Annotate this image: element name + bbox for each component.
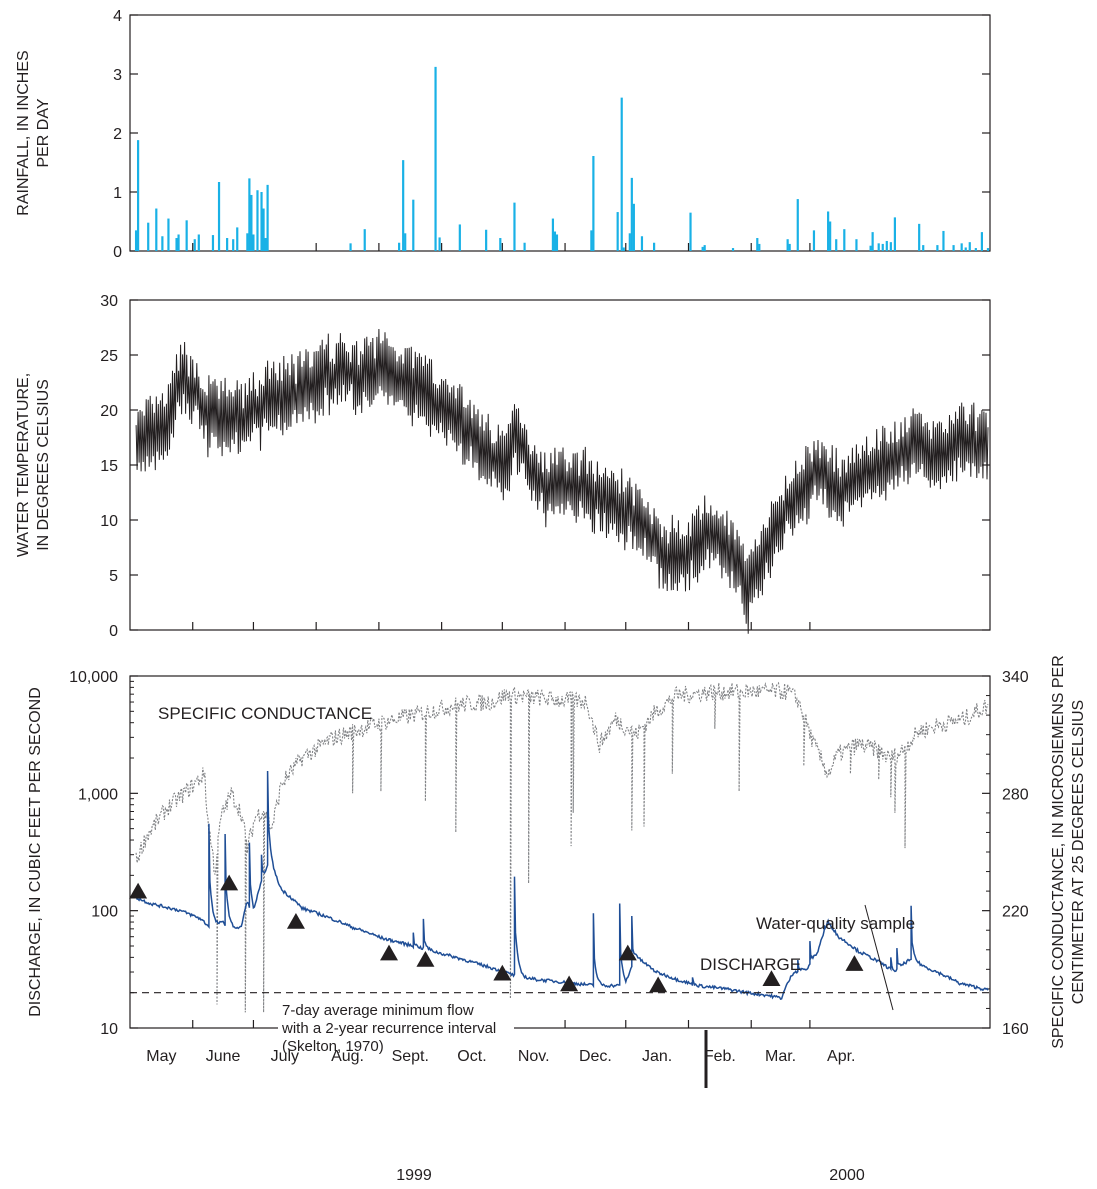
y-tick-label: 100 [91,904,118,921]
y-tick-label: 25 [100,348,118,365]
y-tick-label: 2 [113,126,122,143]
y-tick-label: 10 [100,513,118,530]
rainfall-bars [134,66,990,251]
water-quality-sample-leader [864,904,894,1011]
year-label-1999: 1999 [396,1167,432,1184]
water-quality-sample-marker [220,874,239,891]
reference-line-label-line3: (Skelton, 1970) [282,1038,384,1055]
water-quality-sample-marker [845,955,864,971]
conductance-y-axis: 160 220 280 340 [982,669,1029,1038]
year-label-2000: 2000 [829,1167,865,1184]
rainfall-y-label-line2: PER DAY [35,98,52,167]
y-tick-label: 340 [1002,669,1029,686]
y-tick-label: 0 [113,244,122,261]
water-quality-sample-marker [560,975,579,992]
month-labels: May June July Aug. Sept. Oct. Nov. Dec. Jan. Feb.… [146,1048,855,1065]
y-tick-label: 20 [100,403,118,420]
discharge-plot-frame [129,675,991,1029]
month-label: Nov. [518,1048,550,1065]
temperature-y-label-line1: WATER TEMPERATURE, [15,373,32,557]
water-quality-sample-marker [649,976,668,993]
water-quality-sample-marker [380,944,399,961]
y-tick-label: 1,000 [78,786,118,803]
y-tick-label: 3 [113,67,122,84]
water-quality-sample-marker [618,944,637,961]
y-tick-label: 1 [113,185,122,202]
discharge-panel: 10 100 1,000 10,000 160 220 280 340 SPECIFIC C… [27,655,1087,1184]
water-quality-sample-marker [762,970,781,987]
water-quality-sample-marker [493,964,512,981]
month-label: Oct. [457,1048,486,1065]
reference-line-label: 7-day average minimum flow with a 2-year… [278,998,514,1070]
month-label: Mar. [765,1048,796,1065]
month-label: Aug. [331,1048,364,1065]
y-tick-label: 280 [1002,786,1029,803]
month-label: Sept. [392,1048,429,1065]
conductance-y-label-line1: SPECIFIC CONDUCTANCE, IN MICROSIEMENS PE… [1050,655,1067,1049]
y-tick-label: 10,000 [69,669,118,686]
y-tick-label: 5 [109,568,118,585]
y-tick-label: 160 [1002,1021,1029,1038]
water-quality-sample-annotation: Water-quality sample [756,914,915,933]
water-quality-sample-marker [286,913,305,929]
rainfall-plot-frame [129,14,991,252]
month-label: July [271,1048,299,1065]
discharge-annotation: DISCHARGE [700,955,801,974]
discharge-y-label: DISCHARGE, IN CUBIC FEET PER SECOND [27,687,44,1017]
reference-line-label-line1: 7-day average minimum flow [282,1002,474,1019]
temperature-y-axis: 0 5 10 15 20 25 30 [100,293,990,640]
y-tick-label: 10 [100,1021,118,1038]
discharge-y-axis: 10 100 1,000 10,000 [69,669,138,1038]
y-tick-label: 0 [109,623,118,640]
rainfall-panel: 0 1 2 3 4 RAINFALL, IN INCHES PER DAY [15,8,991,261]
rainfall-y-label-line1: RAINFALL, IN INCHES [15,50,32,215]
month-label: June [206,1048,241,1065]
y-tick-label: 220 [1002,904,1029,921]
y-tick-label: 30 [100,293,118,310]
temperature-panel: 0 5 10 15 20 25 30 WATER TEMPERATURE, IN DEGRE… [15,293,991,640]
month-label: May [146,1048,176,1065]
discharge-series-line [135,770,989,1000]
month-label: Jan. [642,1048,672,1065]
reference-line-label-line2: with a 2-year recurrence interval [281,1020,496,1037]
specific-conductance-series-line [135,681,989,1017]
month-label: Feb. [704,1048,736,1065]
y-tick-label: 15 [100,458,118,475]
water-quality-sample-marker [416,950,435,967]
y-tick-label: 4 [113,8,122,25]
temperature-series-line [135,328,989,634]
water-quality-sample-marker [129,882,148,899]
temperature-x-ticks [192,622,811,630]
rainfall-y-axis: 0 1 2 3 4 [113,8,990,261]
month-label: Dec. [579,1048,612,1065]
conductance-y-label-line2: CENTIMETER AT 25 DEGREES CELSIUS [1070,700,1087,1004]
specific-conductance-annotation: SPECIFIC CONDUCTANCE [158,704,372,723]
temperature-y-label-line2: IN DEGREES CELSIUS [35,379,52,551]
month-label: Apr. [827,1048,855,1065]
water-quality-sample-markers [129,874,864,993]
